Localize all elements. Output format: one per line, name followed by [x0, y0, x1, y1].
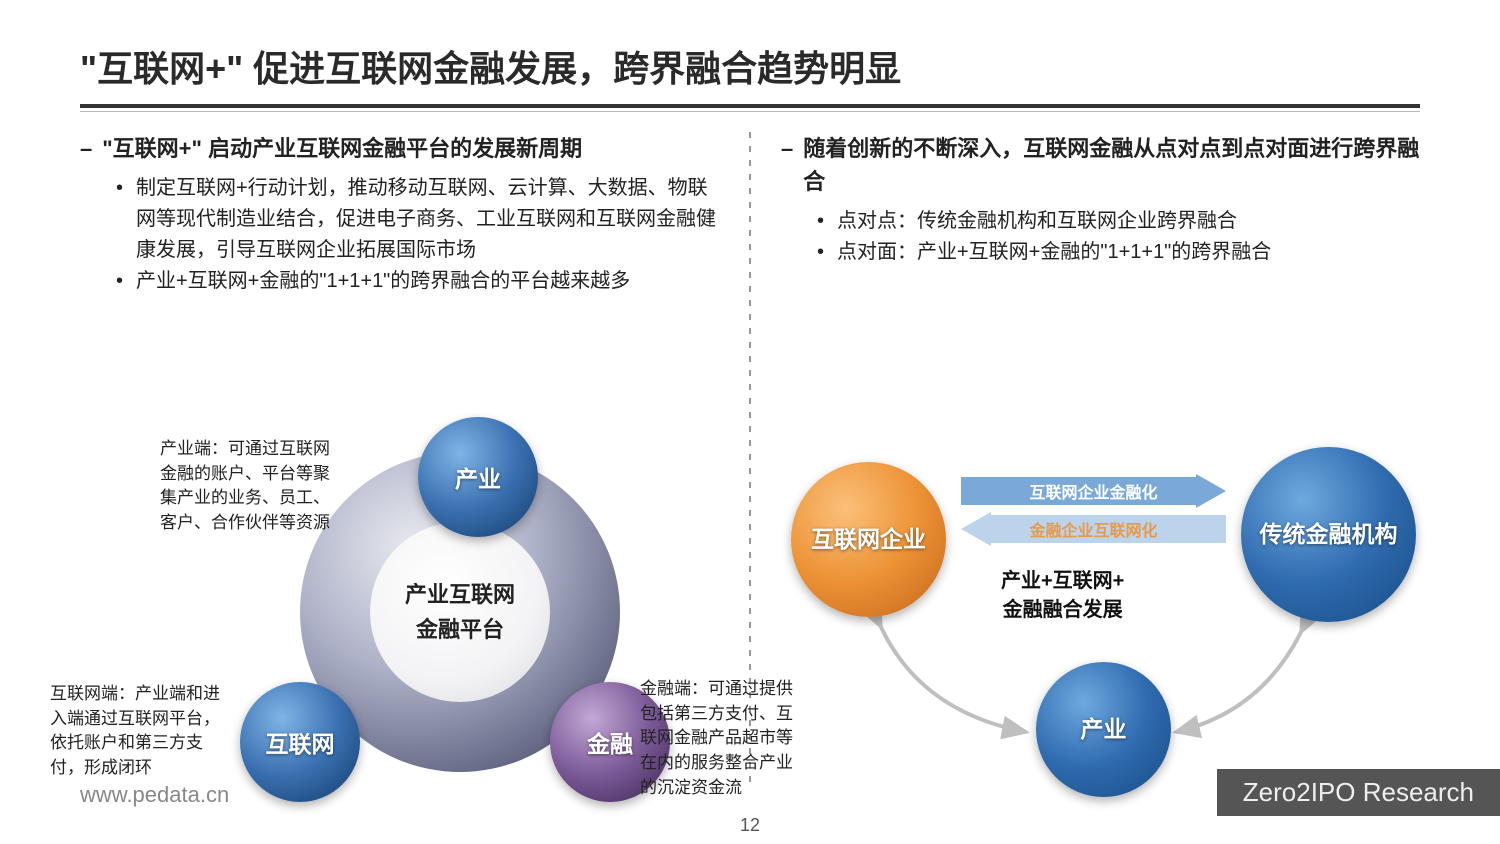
node-internet: 互联网: [240, 682, 360, 802]
node-fin-inst: 传统金融机构: [1241, 447, 1416, 622]
right-subheading-text: 随着创新的不断深入，互联网金融从点对点到点对面进行跨界融合: [803, 132, 1420, 198]
left-bullet-2: 产业+互联网+金融的"1+1+1"的跨界融合的平台越来越多: [116, 266, 719, 297]
rule-thick: [80, 104, 1420, 108]
left-subheading: – "互联网+" 启动产业互联网金融平台的发展新周期: [80, 132, 719, 165]
right-column: – 随着创新的不断深入，互联网金融从点对点到点对面进行跨界融合 点对点：传统金融…: [781, 132, 1420, 782]
node-industry: 产业: [418, 417, 538, 537]
center-text-line2: 金融融合发展: [1001, 596, 1124, 625]
node-net-co-label: 互联网企业: [811, 525, 926, 555]
footer-url: www.pedata.cn: [80, 782, 229, 808]
node-industry2: 产业: [1036, 662, 1171, 797]
page-number: 12: [740, 815, 760, 836]
right-diagram: 互联网企业金融化 金融企业互联网化: [791, 382, 1431, 782]
left-bullets: 制定互联网+行动计划，推动移动互联网、云计算、大数据、物联网等现代制造业结合，促…: [80, 173, 719, 297]
columns: – "互联网+" 启动产业互联网金融平台的发展新周期 制定互联网+行动计划，推动…: [80, 132, 1420, 782]
left-column: – "互联网+" 启动产业互联网金融平台的发展新周期 制定互联网+行动计划，推动…: [80, 132, 719, 782]
ring-center-line1: 产业互联网: [405, 577, 515, 612]
right-bullet-1: 点对点：传统金融机构和互联网企业跨界融合: [817, 206, 1420, 237]
ring-center-line2: 金融平台: [416, 612, 504, 647]
anno-internet: 互联网端：产业端和进入端通过互联网平台，依托账户和第三方支付，形成闭环: [50, 682, 220, 781]
right-bullet-2: 点对面：产业+互联网+金融的"1+1+1"的跨界融合: [817, 237, 1420, 268]
node-internet-label: 互联网: [266, 725, 335, 759]
center-text-line1: 产业+互联网+: [1001, 567, 1124, 596]
dash-icon: –: [781, 132, 793, 198]
left-bullet-1: 制定互联网+行动计划，推动移动互联网、云计算、大数据、物联网等现代制造业结合，促…: [116, 173, 719, 266]
right-subheading: – 随着创新的不断深入，互联网金融从点对点到点对面进行跨界融合: [781, 132, 1420, 198]
dash-icon: –: [80, 132, 92, 165]
node-net-co: 互联网企业: [791, 462, 946, 617]
arrow-right: 互联网企业金融化: [961, 474, 1226, 508]
node-industry-label: 产业: [455, 460, 501, 494]
node-industry2-label: 产业: [1081, 715, 1127, 745]
node-fin-inst-label: 传统金融机构: [1260, 520, 1398, 550]
anno-industry: 产业端：可通过互联网金融的账户、平台等聚集产业的业务、员工、客户、合作伙伴等资源: [160, 437, 330, 536]
arrow-left: 金融企业互联网化: [961, 512, 1226, 546]
arrow-right-label: 互联网企业金融化: [1029, 479, 1157, 503]
slide-title: "互联网+" 促进互联网金融发展，跨界融合趋势明显: [80, 40, 1420, 92]
rule-thin: [80, 111, 1420, 112]
footer-brand: Zero2IPO Research: [1217, 769, 1500, 816]
right-bullets: 点对点：传统金融机构和互联网企业跨界融合 点对面：产业+互联网+金融的"1+1+…: [781, 206, 1420, 268]
node-finance-label: 金融: [587, 725, 633, 759]
ring-center: 产业互联网 金融平台: [370, 522, 550, 702]
left-diagram: 产业互联网 金融平台 产业 互联网 金融 产业端：可通过互联网金融的账户、平台等…: [80, 432, 740, 832]
arrow-left-label: 金融企业互联网化: [1029, 517, 1157, 541]
anno-finance: 金融端：可通过提供包括第三方支付、互联网金融产品超市等在内的服务整合产业的沉淀资…: [640, 677, 800, 800]
center-text: 产业+互联网+ 金融融合发展: [1001, 567, 1124, 625]
slide: "互联网+" 促进互联网金融发展，跨界融合趋势明显 – "互联网+" 启动产业互…: [0, 0, 1500, 844]
left-subheading-text: "互联网+" 启动产业互联网金融平台的发展新周期: [102, 132, 582, 165]
